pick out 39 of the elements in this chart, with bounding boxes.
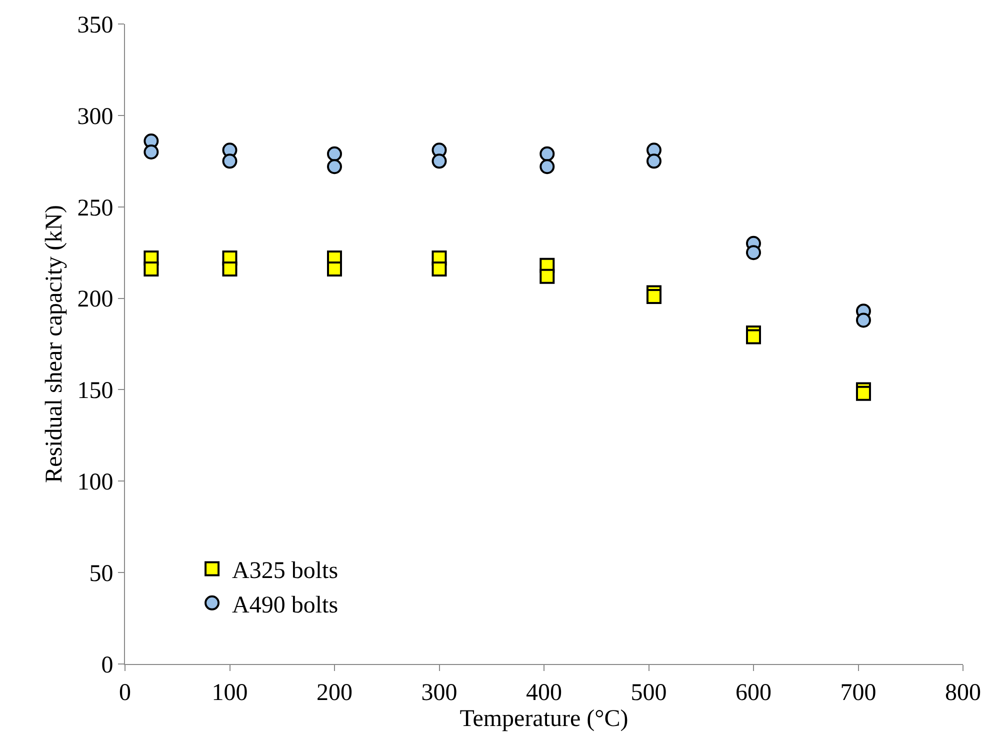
y-tick-label: 150 <box>77 378 114 404</box>
x-tick-label: 0 <box>119 680 131 706</box>
x-axis-title: Temperature (°C) <box>460 706 628 732</box>
point <box>540 146 555 162</box>
x-tick-label: 700 <box>840 680 876 706</box>
y-tick-label: 250 <box>77 195 114 222</box>
point <box>540 159 555 174</box>
y-tick-label: 300 <box>77 104 114 130</box>
point <box>222 154 238 169</box>
point <box>327 146 342 162</box>
y-tick-label: 0 <box>101 652 114 678</box>
point <box>327 262 342 277</box>
y-tick-label: 350 <box>77 12 114 38</box>
x-tick-label: 500 <box>630 680 667 706</box>
point <box>432 262 447 277</box>
point <box>144 144 159 160</box>
y-tick-label: 50 <box>89 560 114 587</box>
point <box>327 159 342 174</box>
x-tick-label: 800 <box>945 680 981 706</box>
point <box>856 386 871 401</box>
legend-label: A490 bolts <box>232 592 338 618</box>
x-tick-label: 200 <box>316 680 352 706</box>
y-axis-title: Residual shear capacity (kN) <box>41 205 68 483</box>
y-tick-label: 100 <box>77 470 114 496</box>
point <box>432 154 447 169</box>
x-tick-label: 300 <box>421 680 458 706</box>
x-tick-label: 100 <box>212 680 248 706</box>
y-tick-label: 200 <box>77 286 114 313</box>
point <box>540 268 555 284</box>
point <box>746 329 761 344</box>
point <box>144 262 159 277</box>
point <box>646 288 662 304</box>
point <box>646 154 662 169</box>
x-tick-label: 600 <box>736 680 772 706</box>
legend-label: A325 bolts <box>232 558 338 584</box>
x-tick-label: 400 <box>526 680 562 706</box>
point <box>746 245 761 260</box>
point <box>222 262 238 277</box>
point <box>856 312 871 328</box>
